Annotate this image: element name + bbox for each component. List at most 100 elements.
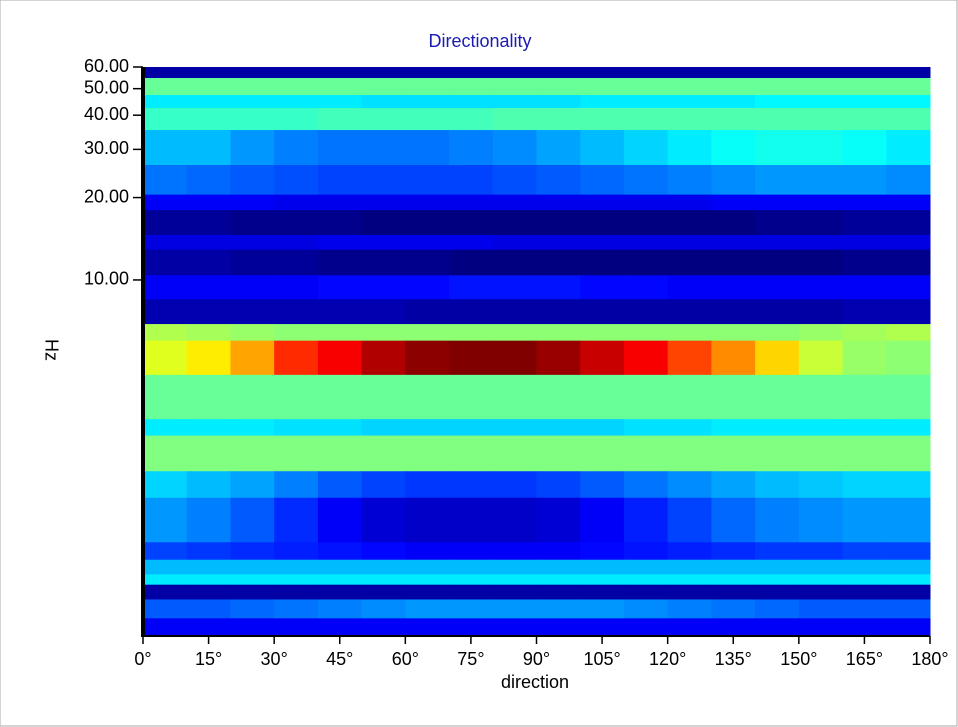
heat-cell [842, 471, 887, 499]
heat-cell [755, 77, 800, 96]
heat-cell [711, 234, 756, 251]
heat-cell [143, 299, 188, 325]
y-tick-label: 20.00 [84, 186, 129, 206]
heat-cell [230, 194, 275, 211]
heat-cell [361, 249, 406, 276]
heat-cell [143, 419, 188, 437]
heat-cell [230, 249, 275, 276]
heat-cell [711, 77, 756, 96]
heat-cell [186, 234, 231, 251]
heat-cell [580, 234, 625, 251]
heat-cell [580, 559, 625, 575]
heat-cell [405, 435, 450, 472]
heat-cell [623, 77, 669, 96]
heat-cell [449, 324, 494, 342]
heat-cell [361, 599, 406, 619]
heat-cell [755, 107, 800, 131]
heat-cell [755, 584, 800, 600]
heat-cell [798, 599, 844, 619]
heat-cell [492, 559, 537, 575]
heat-cell [667, 324, 712, 342]
heat-cell [492, 210, 537, 236]
y-tick-label: 60.00 [84, 56, 129, 76]
heat-cell [274, 574, 319, 586]
heat-cell [186, 497, 231, 543]
heat-cell [143, 194, 188, 211]
heat-cell [580, 618, 625, 637]
heat-cell [405, 599, 450, 619]
heat-cell [317, 497, 363, 543]
heat-cell [842, 419, 887, 437]
heat-cell [755, 275, 800, 300]
heat-cell [886, 165, 931, 196]
heat-cell [667, 77, 712, 96]
heat-cell [711, 435, 756, 472]
heat-cell [405, 618, 450, 637]
heat-cell [842, 542, 887, 561]
heat-cell [842, 435, 887, 472]
heat-cell [492, 107, 537, 131]
heat-cell [536, 67, 581, 79]
heat-cell [317, 165, 363, 196]
heat-cell [405, 95, 450, 109]
heat-cell [230, 107, 275, 131]
heat-cell [667, 95, 712, 109]
heat-cell [711, 340, 756, 376]
heat-cell [317, 374, 363, 420]
heat-cell [405, 497, 450, 543]
heat-cell [274, 107, 319, 131]
heat-cell [623, 194, 669, 211]
heat-cell [449, 249, 494, 276]
heat-cell [755, 419, 800, 437]
heat-cell [186, 165, 231, 196]
heat-cell [230, 435, 275, 472]
heat-cell [143, 497, 188, 543]
heat-cell [536, 419, 581, 437]
heat-cell [798, 210, 844, 236]
heat-cell [449, 194, 494, 211]
heat-cell [755, 249, 800, 276]
heat-cell [405, 299, 450, 325]
heat-cell [798, 497, 844, 543]
heat-cell [886, 435, 931, 472]
heat-cell [886, 107, 931, 131]
heat-cell [230, 210, 275, 236]
heat-cell [536, 107, 581, 131]
x-tick-label: 180° [911, 649, 948, 669]
heat-cell [623, 299, 669, 325]
heat-cell [536, 275, 581, 300]
heat-cell [711, 584, 756, 600]
heat-cell [886, 618, 931, 637]
heat-cell [492, 497, 537, 543]
heat-cell [580, 435, 625, 472]
heat-cell [449, 299, 494, 325]
heat-cell [492, 95, 537, 109]
heat-cell [580, 374, 625, 420]
heat-cell [274, 542, 319, 561]
heat-cell [449, 618, 494, 637]
heat-cell [798, 618, 844, 637]
heat-cell [667, 435, 712, 472]
heat-cell [274, 599, 319, 619]
heat-cell [842, 95, 887, 109]
heat-cell [317, 559, 363, 575]
heat-cell [798, 574, 844, 586]
heat-cell [667, 584, 712, 600]
heat-cell [580, 77, 625, 96]
heat-cell [274, 374, 319, 420]
heat-cell [274, 584, 319, 600]
heat-cell [886, 374, 931, 420]
heat-cell [667, 107, 712, 131]
heat-cell [143, 67, 188, 79]
heat-cell [711, 165, 756, 196]
heat-cell [842, 77, 887, 96]
x-tick-label: 150° [780, 649, 817, 669]
heat-cell [711, 130, 756, 166]
heat-cell [886, 194, 931, 211]
heat-cell [143, 234, 188, 251]
heat-cell [536, 194, 581, 211]
heat-cell [317, 542, 363, 561]
heat-cell [274, 249, 319, 276]
heat-cell [536, 130, 581, 166]
heat-cell [623, 574, 669, 586]
